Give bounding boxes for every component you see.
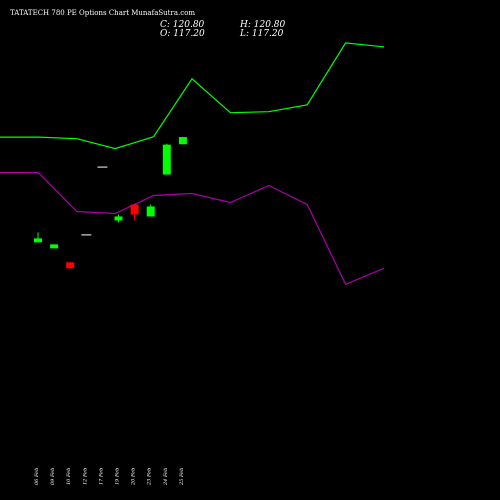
low-label: L: 117.20 bbox=[240, 29, 284, 39]
chart-title: TATATECH 780 PE Options Chart MunafaSutr… bbox=[10, 9, 196, 17]
candle-body bbox=[146, 206, 155, 217]
candle-body bbox=[50, 244, 59, 249]
x-tick-label: 12 Feb bbox=[82, 468, 88, 485]
candle-body bbox=[162, 144, 171, 175]
candle-body bbox=[81, 234, 92, 236]
candle-body bbox=[34, 238, 42, 243]
x-tick-label: 06 Feb bbox=[34, 468, 40, 485]
x-tick-label: 17 Feb bbox=[98, 468, 104, 485]
close-label: C: 120.80 bbox=[160, 20, 205, 30]
candle-body bbox=[114, 216, 123, 221]
upper-line-series bbox=[0, 42, 385, 150]
x-tick-label: 19 Feb bbox=[115, 468, 121, 485]
lower-line-series bbox=[0, 172, 385, 286]
x-tick-label: 10 Feb bbox=[66, 468, 72, 485]
x-tick-label: 24 Feb bbox=[163, 468, 169, 486]
candle-body bbox=[130, 204, 139, 215]
candle-body bbox=[97, 166, 108, 168]
x-tick-label: 23 Feb bbox=[147, 468, 153, 486]
candle-body bbox=[178, 137, 187, 145]
open-label: O: 117.20 bbox=[160, 29, 205, 39]
high-label: H: 120.80 bbox=[240, 20, 286, 30]
candle-body bbox=[66, 262, 75, 269]
x-tick-label: 25 Feb bbox=[179, 468, 185, 486]
x-tick-label: 09 Feb bbox=[50, 468, 56, 485]
x-tick-label: 20 Feb bbox=[131, 468, 137, 486]
